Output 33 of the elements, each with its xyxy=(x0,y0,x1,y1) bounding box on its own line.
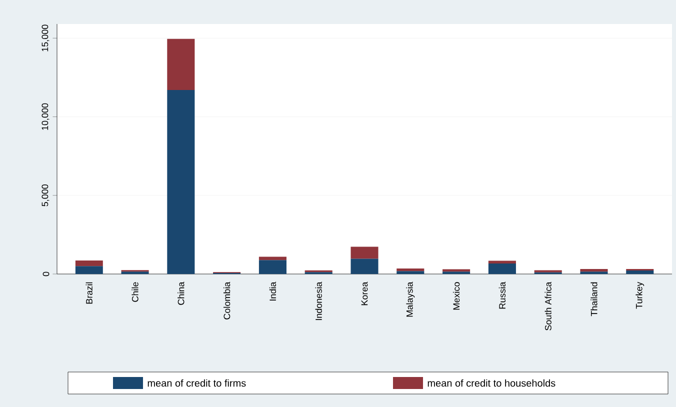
x-tick-label: India xyxy=(269,282,276,300)
x-tick-label: Chile xyxy=(132,282,138,302)
bar xyxy=(350,246,378,259)
bar xyxy=(258,260,286,274)
x-tick-label: China xyxy=(178,282,184,305)
bar xyxy=(488,263,516,274)
bar xyxy=(396,268,424,272)
bar xyxy=(396,271,424,274)
x-tick-label: Turkey xyxy=(636,282,644,309)
bar xyxy=(167,90,195,274)
y-tick-label: 5,000 xyxy=(42,184,50,206)
bar xyxy=(580,268,608,272)
bar xyxy=(75,266,103,274)
x-tick-label: Indonesia xyxy=(315,282,322,320)
x-tick-label: Thailand xyxy=(590,282,598,316)
x-tick-label: Mexico xyxy=(452,282,460,310)
x-tick-label: Korea xyxy=(361,282,368,306)
legend-label: mean of credit to households xyxy=(428,379,556,387)
x-tick-label: Colombia xyxy=(224,282,230,320)
y-tick-label: 0 xyxy=(42,272,50,276)
bar xyxy=(167,38,195,90)
legend-label: mean of credit to firms xyxy=(148,379,246,387)
x-tick-label: Malaysia xyxy=(406,282,415,317)
bar xyxy=(350,258,378,274)
bar xyxy=(75,260,103,266)
y-tick-label: 15,000 xyxy=(42,24,50,52)
bar xyxy=(488,260,516,264)
y-tick-label: 10,000 xyxy=(42,103,50,130)
bar xyxy=(626,270,654,274)
x-tick-label: South Africa xyxy=(544,282,552,330)
x-tick-label: Russia xyxy=(498,282,506,309)
bar xyxy=(258,256,286,260)
x-tick-label: Brazil xyxy=(86,282,92,304)
